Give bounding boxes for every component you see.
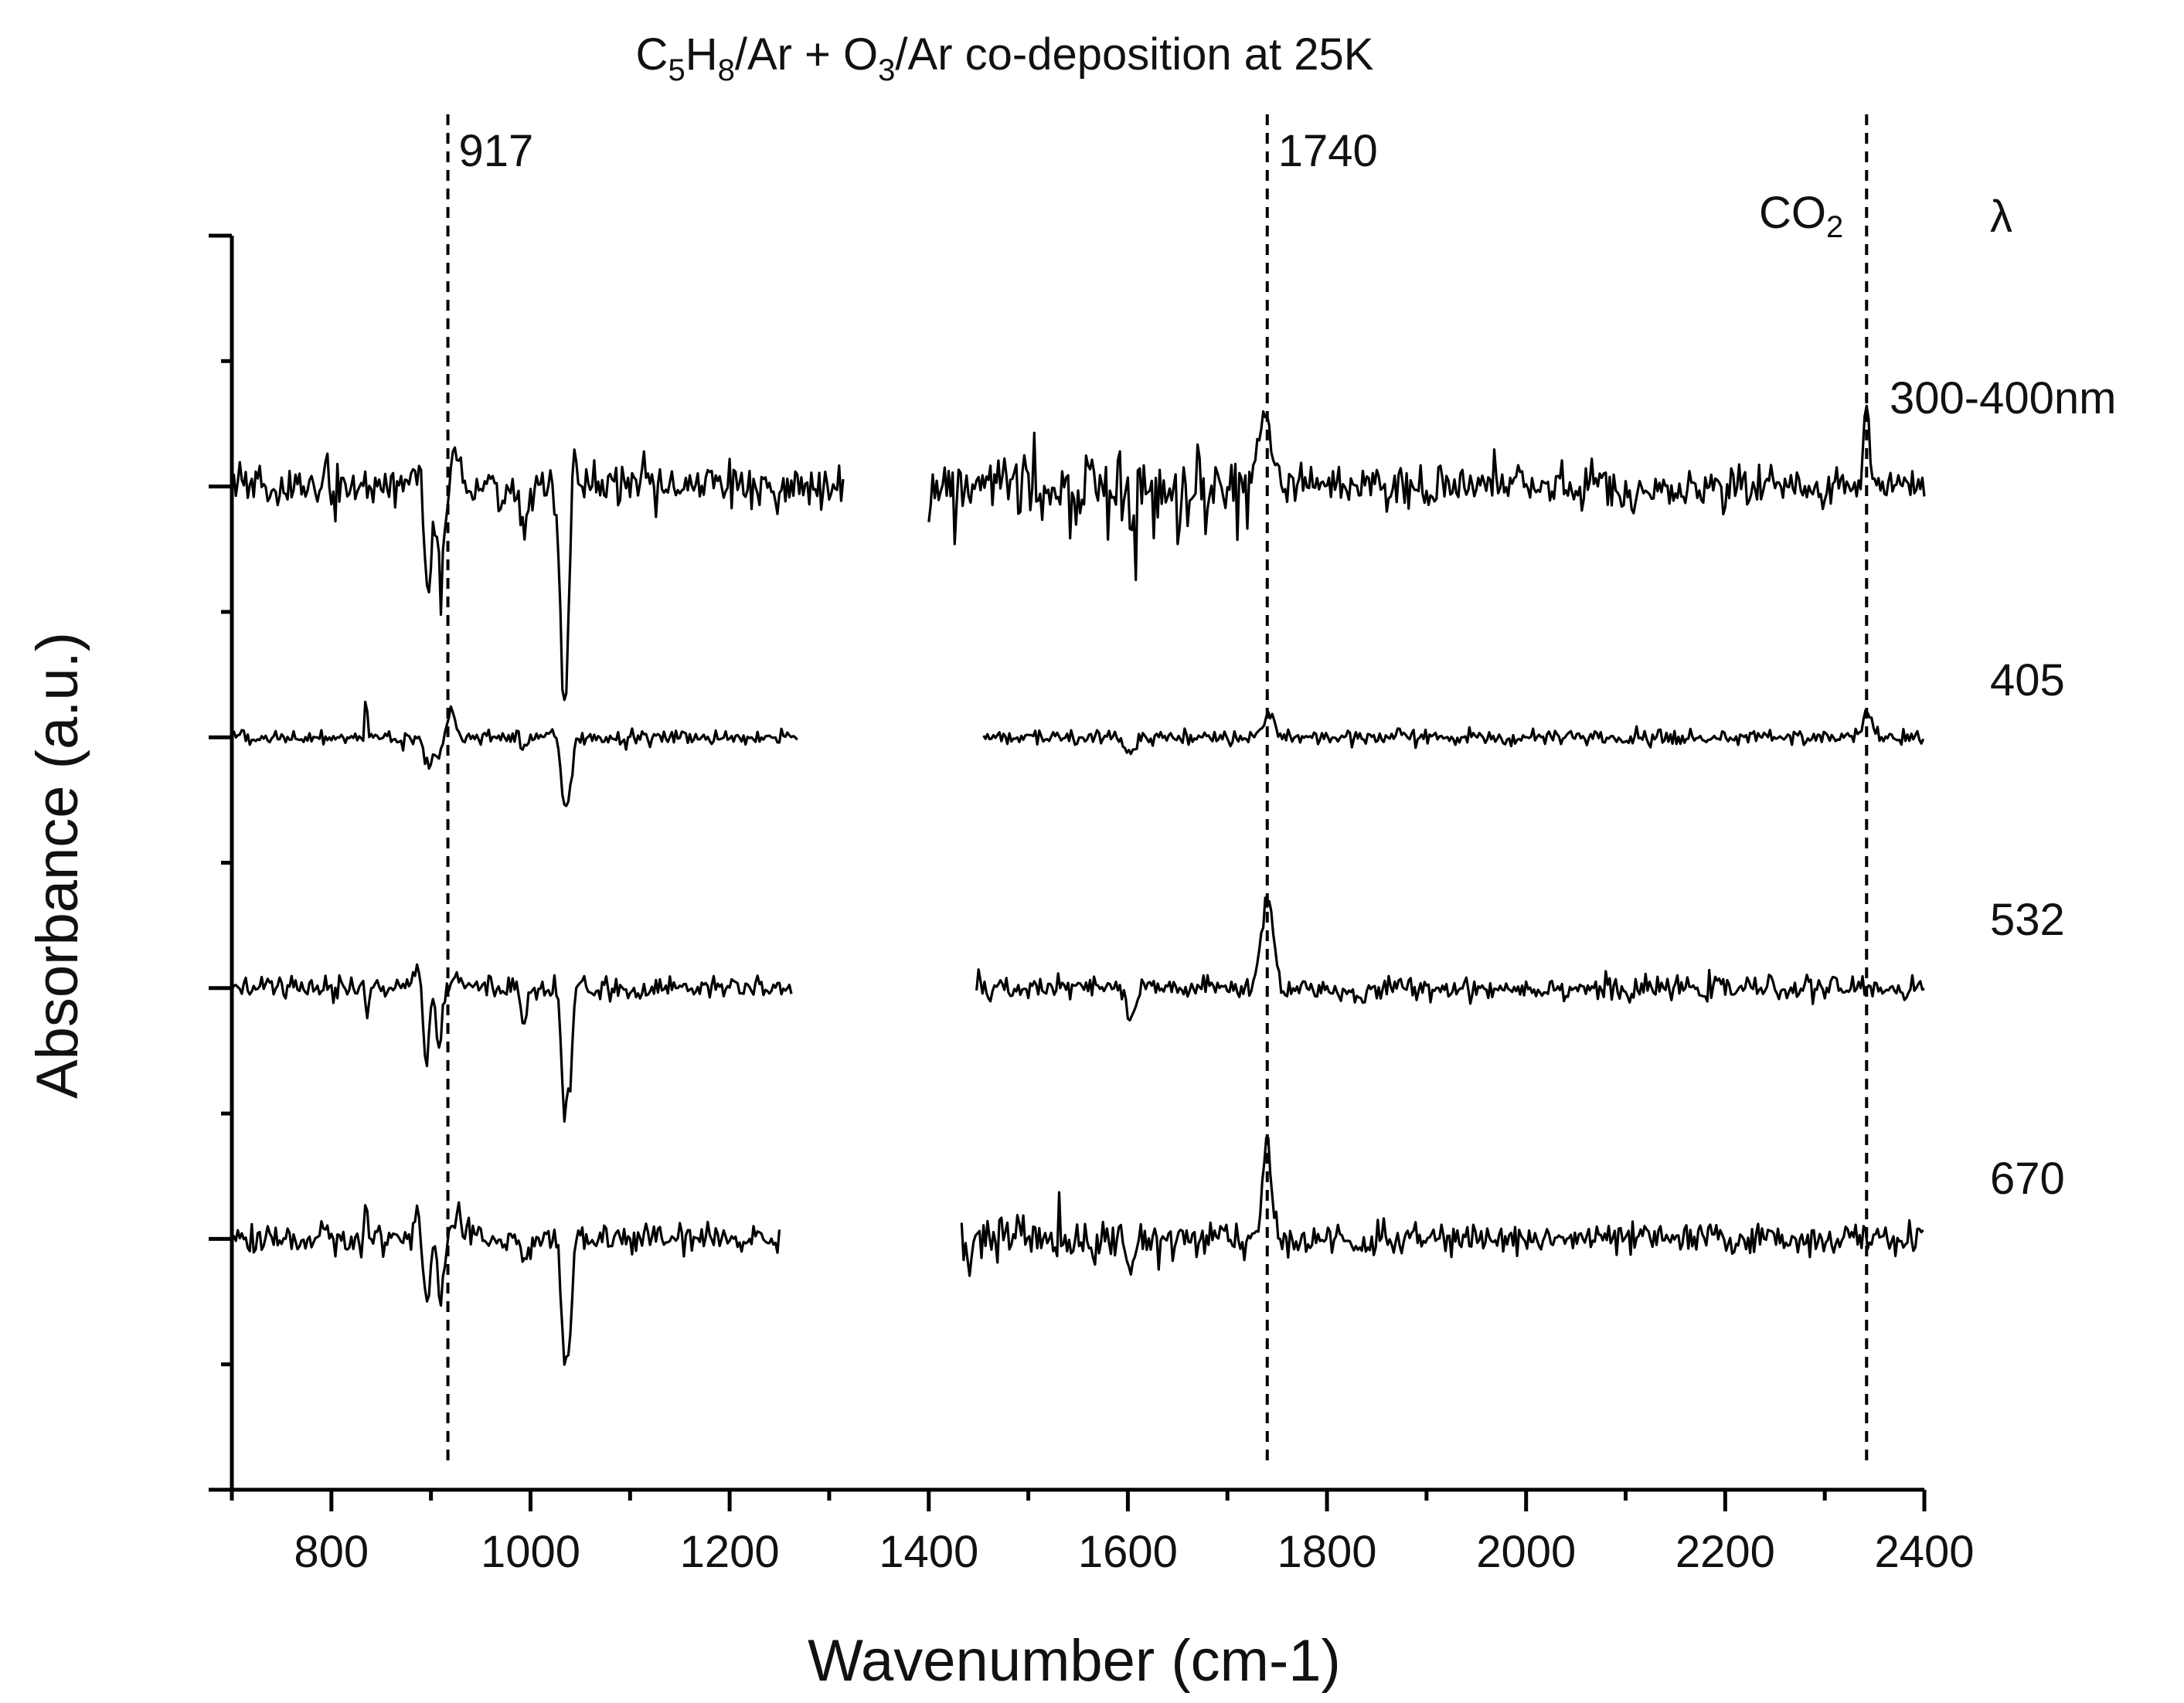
series-300-400nm	[230, 404, 1926, 702]
spectrum-segment	[960, 1136, 1924, 1277]
lambda-header: λ	[1990, 192, 2012, 242]
series-label: 405	[1990, 655, 2065, 705]
reference-label: 1740	[1278, 126, 1378, 176]
x-tick-label: 1000	[481, 1527, 580, 1577]
x-tick-label: 1400	[879, 1527, 978, 1577]
spectrum-segment	[230, 446, 845, 702]
spectrum-segment	[230, 963, 793, 1123]
chart-title: C5H8/Ar + O3/Ar co-deposition at 25K	[636, 29, 1374, 87]
series-label: 300-400nm	[1890, 373, 2116, 423]
spectrum-segment	[230, 700, 798, 807]
series-label: 532	[1990, 895, 2065, 945]
x-tick-label: 2400	[1874, 1527, 1974, 1577]
series-405	[230, 700, 1925, 807]
spectrum-segment	[230, 1201, 781, 1366]
spectrum-segment	[982, 709, 1925, 756]
series-532	[230, 896, 1925, 1123]
spectrum-segment	[927, 404, 1926, 582]
series-label: 670	[1990, 1154, 2065, 1204]
x-tick-label: 1800	[1277, 1527, 1377, 1577]
spectra-series	[230, 404, 1926, 1366]
axes	[209, 233, 1927, 1511]
series-670	[230, 1136, 1924, 1366]
reference-label: CO2	[1759, 188, 1843, 244]
chart-labels: C5H8/Ar + O3/Ar co-deposition at 25K Wav…	[25, 29, 2116, 1694]
spectrum-segment	[975, 896, 1925, 1022]
reference-label: 917	[459, 126, 534, 176]
x-tick-label: 1600	[1078, 1527, 1178, 1577]
x-tick-label: 2000	[1476, 1527, 1576, 1577]
x-tick-label: 800	[294, 1527, 369, 1577]
x-tick-label: 2200	[1675, 1527, 1775, 1577]
x-axis-title: Wavenumber (cm-1)	[808, 1628, 1341, 1694]
x-tick-label: 1200	[680, 1527, 780, 1577]
y-axis-title: Absorbance (a.u.)	[25, 632, 90, 1099]
